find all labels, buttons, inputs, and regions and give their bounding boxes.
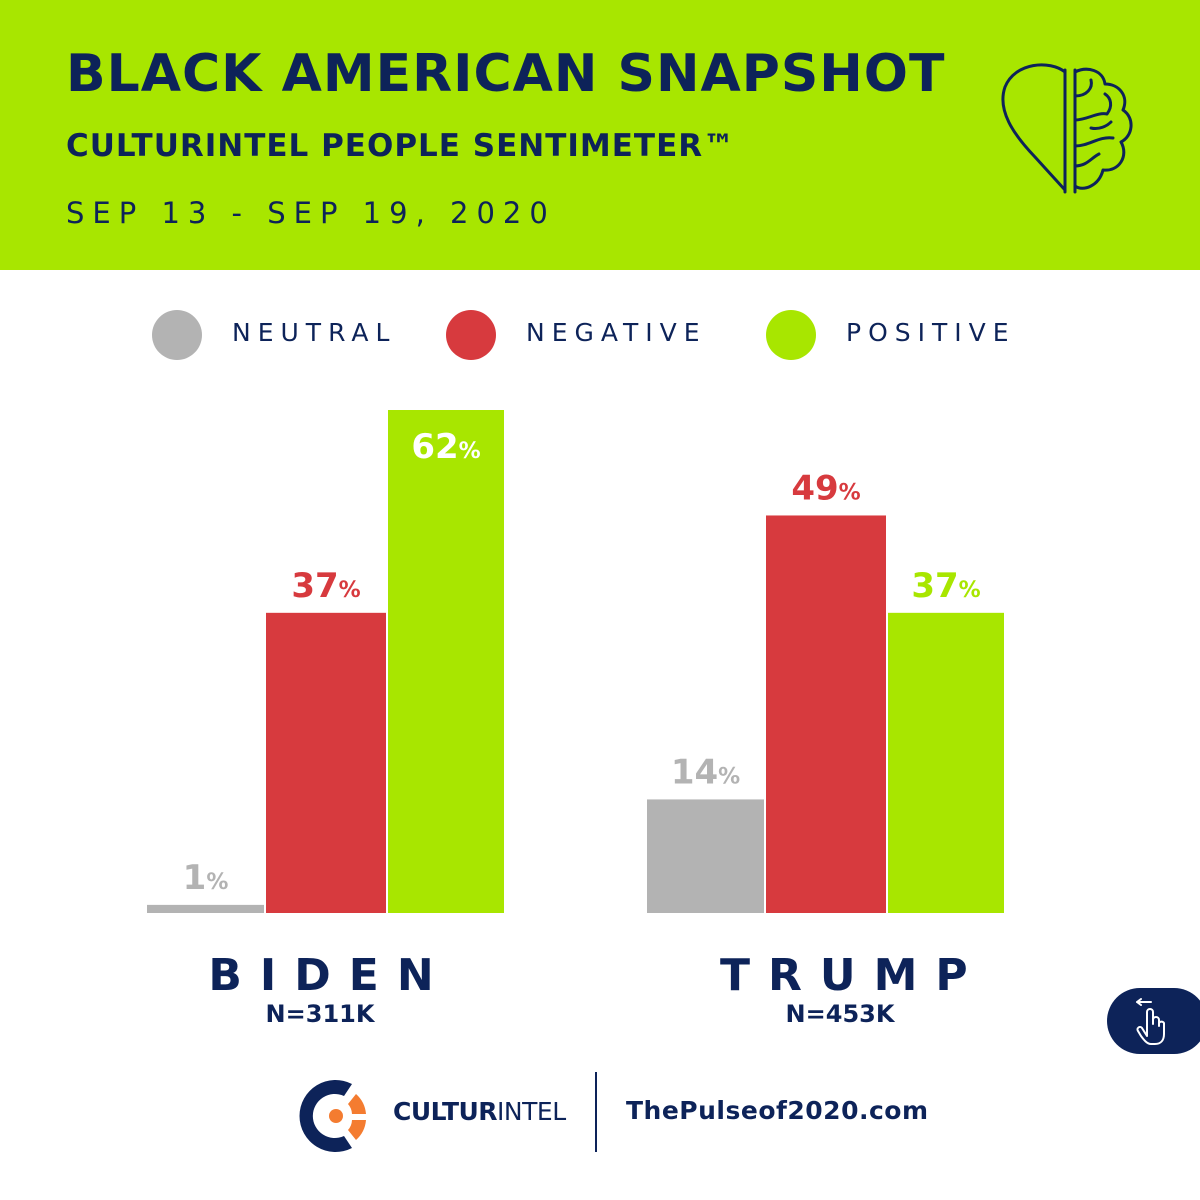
label-trump-negative: 49%	[791, 468, 860, 508]
date-range: SEP 13 - SEP 19, 2020	[66, 196, 556, 230]
bar-biden-neutral	[147, 904, 264, 913]
sentiment-bar-chart: 1% 37% 62% 14% 49% 37%	[147, 410, 1004, 913]
legend-neutral-label: NEUTRAL	[232, 318, 397, 347]
website-link[interactable]: ThePulseof2020.com	[626, 1096, 929, 1125]
trump-label: TRUMP	[720, 950, 986, 1001]
label-trump-positive: 37%	[911, 566, 980, 606]
page-subtitle: CULTURINTEL PEOPLE SENTIMETER™	[66, 128, 736, 164]
legend-neutral-swatch	[152, 310, 202, 360]
brand-wordmark: CULTURINTEL	[393, 1097, 566, 1126]
legend-positive-label: POSITIVE	[846, 318, 1016, 347]
label-trump-neutral: 14%	[671, 752, 740, 792]
footer-divider	[595, 1072, 597, 1152]
swipe-hand-icon	[1136, 998, 1165, 1045]
swipe-nav-button[interactable]	[1107, 988, 1200, 1054]
header-banner: BLACK AMERICAN SNAPSHOT CULTURINTEL PEOP…	[0, 0, 1200, 270]
biden-label: BIDEN	[208, 950, 452, 1001]
legend-positive-swatch	[766, 310, 816, 360]
label-biden-neutral: 1%	[183, 858, 229, 898]
brand-bold: CULTUR	[393, 1097, 498, 1126]
bar-trump-positive	[888, 612, 1004, 913]
biden-sample-size: N=311K	[265, 1000, 375, 1028]
bar-biden-positive	[388, 410, 504, 913]
trump-sample-size: N=453K	[785, 1000, 895, 1028]
legend-negative-swatch	[446, 310, 496, 360]
bar-trump-negative	[766, 515, 886, 913]
legend-negative-label: NEGATIVE	[526, 318, 707, 347]
label-biden-positive: 62%	[411, 427, 480, 467]
label-biden-negative: 37%	[291, 566, 360, 606]
bar-biden-negative	[266, 612, 386, 913]
heart-brain-icon	[1001, 63, 1133, 194]
brand-light: INTEL	[497, 1097, 566, 1126]
bar-trump-neutral	[647, 799, 764, 913]
culturintel-logo-icon	[299, 1080, 366, 1152]
page-title: BLACK AMERICAN SNAPSHOT	[66, 44, 946, 104]
